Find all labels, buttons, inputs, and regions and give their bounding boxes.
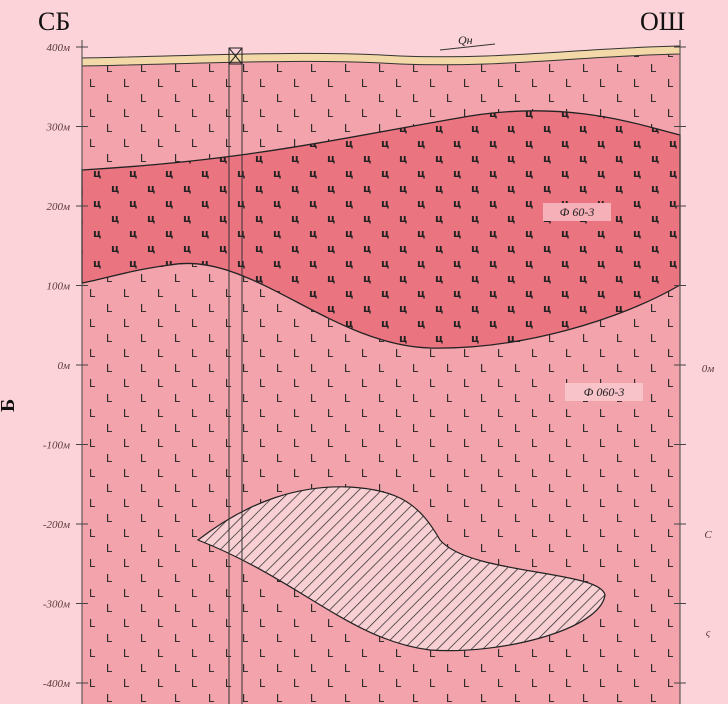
depth-label: 200м bbox=[46, 201, 70, 213]
depth-label: -100м bbox=[43, 440, 70, 452]
header-right: ОШ bbox=[640, 7, 685, 36]
layer-label: Ф 060-3 bbox=[584, 385, 625, 399]
depth-label: -300м bbox=[43, 599, 70, 611]
page: L L ц ц СБ ОШ Qн Ф 60-3 Ф 060-3 Б 400м30… bbox=[0, 0, 728, 704]
depth-label: 300м bbox=[45, 122, 70, 134]
depth-label: 400м bbox=[46, 42, 70, 54]
layer-label: Qн bbox=[458, 33, 473, 47]
depth-label: 0м bbox=[57, 360, 70, 372]
header-left: СБ bbox=[38, 7, 70, 36]
right-label: С bbox=[704, 529, 712, 541]
cross-section: L L ц ц СБ ОШ Qн Ф 60-3 Ф 060-3 Б 400м30… bbox=[0, 0, 728, 704]
right-label: ς bbox=[706, 627, 711, 639]
depth-label: -200м bbox=[43, 519, 70, 531]
layer-label: Ф 60-3 bbox=[560, 205, 595, 219]
depth-label: -400м bbox=[43, 678, 70, 690]
side-label: Б bbox=[0, 399, 19, 412]
depth-label: 100м bbox=[46, 281, 70, 293]
right-label: 0м bbox=[702, 363, 715, 375]
